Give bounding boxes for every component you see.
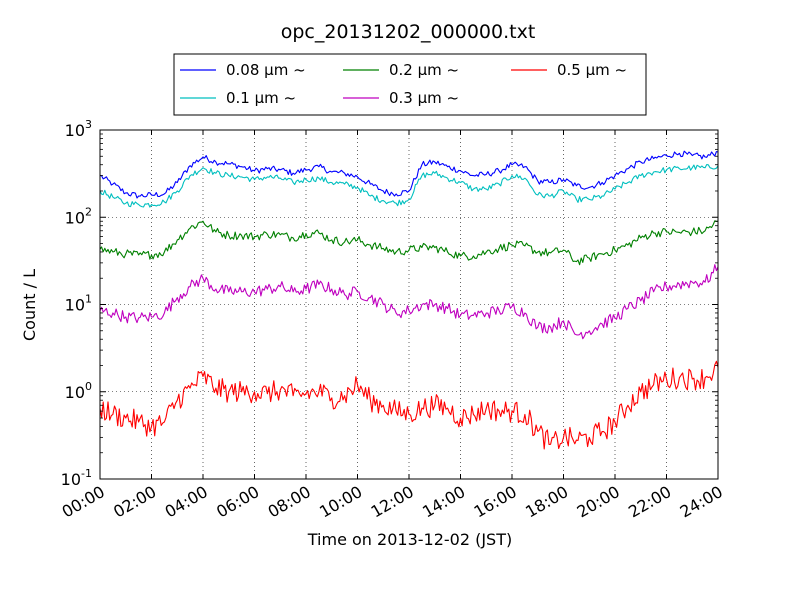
x-tick-label: 16:00 xyxy=(471,482,520,522)
legend-label: 0.1 μm ~ xyxy=(226,89,296,107)
series-line xyxy=(99,220,719,266)
x-tick-label: 02:00 xyxy=(110,482,159,522)
chart-title: opc_20131202_000000.txt xyxy=(281,21,536,43)
legend-box xyxy=(173,53,647,116)
x-tick-label: 08:00 xyxy=(265,482,314,522)
x-tick-label: 12:00 xyxy=(368,482,417,522)
x-tick-label: 06:00 xyxy=(213,482,262,522)
y-tick-label: 10-1 xyxy=(61,467,92,489)
y-tick-label: 102 xyxy=(65,205,92,227)
y-axis-label: Count / L xyxy=(20,269,39,341)
x-axis-label: Time on 2013-12-02 (JST) xyxy=(307,530,512,549)
legend-label: 0.5 μm ~ xyxy=(557,61,627,79)
legend: 0.08 μm ~ 0.1 μm ~ 0.2 μm ~ 0.3 μm ~ 0.5 μm … xyxy=(173,53,647,116)
x-tick-label: 18:00 xyxy=(522,482,571,522)
legend-label: 0.3 μm ~ xyxy=(389,89,459,107)
y-tick-label: 101 xyxy=(65,293,92,315)
legend-label: 0.2 μm ~ xyxy=(389,61,459,79)
x-tick-label: 24:00 xyxy=(677,482,726,522)
y-tick-label: 100 xyxy=(65,380,92,402)
series-line xyxy=(99,264,719,340)
series-group xyxy=(99,150,719,450)
y-tick-labels: 10-1 100 101 102 103 xyxy=(61,118,92,489)
x-tick-label: 14:00 xyxy=(419,482,468,522)
series-line xyxy=(99,150,719,199)
grid xyxy=(100,130,718,479)
legend-label: 0.08 μm ~ xyxy=(226,61,306,79)
y-tick-label: 103 xyxy=(65,118,92,140)
x-tick-label: 04:00 xyxy=(162,482,211,522)
ticks xyxy=(99,129,719,480)
x-tick-label: 20:00 xyxy=(574,482,623,522)
x-tick-label: 10:00 xyxy=(316,482,365,522)
series-line xyxy=(99,360,719,450)
x-tick-label: 22:00 xyxy=(625,482,674,522)
x-tick-labels: 00:00 02:00 04:00 06:00 08:00 10:00 12:00 14:00… xyxy=(59,482,726,522)
series-line xyxy=(99,164,719,208)
